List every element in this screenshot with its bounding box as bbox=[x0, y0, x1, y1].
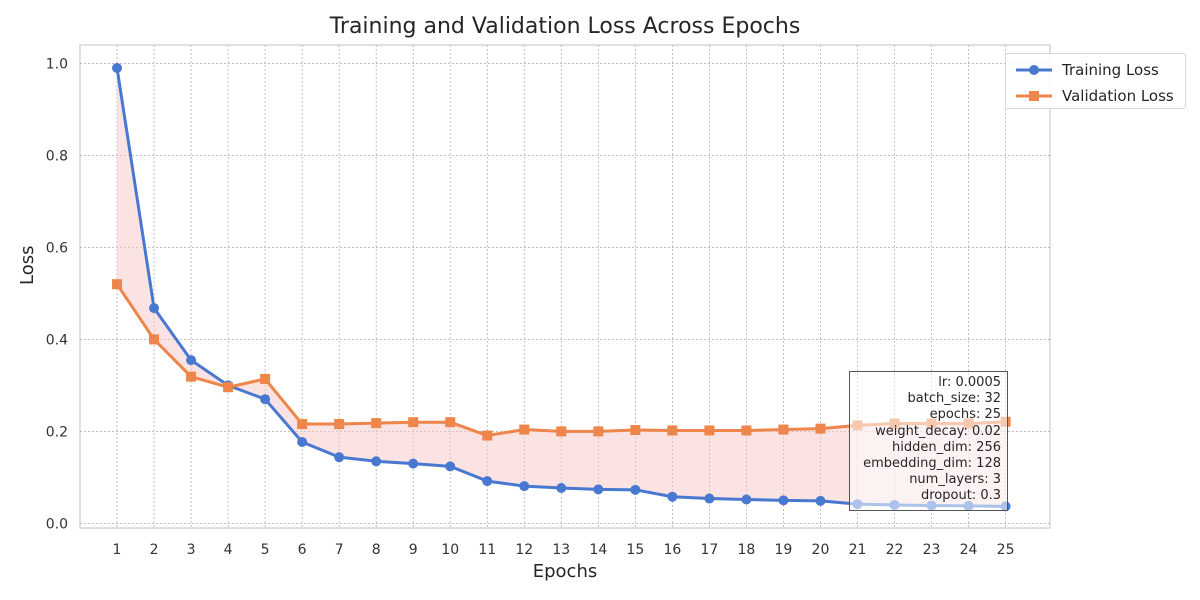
param-line: weight_decay: 0.02 bbox=[875, 423, 1001, 439]
training-point bbox=[445, 461, 456, 472]
y-tick-label: 0.6 bbox=[46, 240, 68, 256]
training-point bbox=[408, 458, 419, 469]
training-point bbox=[519, 481, 530, 492]
validation-point bbox=[297, 419, 308, 430]
x-tick-labels: 1 2 3 4 5 6 7 8 9 10 11 12 13 14 15 16 17 18 19 20 21 22 23 24 2… bbox=[113, 542, 1015, 558]
x-tick-label: 3 bbox=[187, 542, 196, 558]
validation-legend-marker-icon bbox=[1016, 91, 1052, 101]
param-line: epochs: 25 bbox=[929, 407, 1001, 423]
param-line: hidden_dim: 256 bbox=[892, 439, 1001, 455]
x-tick-label: 16 bbox=[663, 542, 681, 558]
y-axis-label: Loss bbox=[17, 245, 38, 285]
x-tick-label: 18 bbox=[737, 542, 755, 558]
training-point bbox=[630, 484, 641, 495]
x-tick-label: 21 bbox=[849, 542, 867, 558]
x-tick-label: 12 bbox=[515, 542, 533, 558]
y-tick-label: 0.4 bbox=[46, 332, 68, 348]
x-tick-label: 25 bbox=[997, 542, 1015, 558]
x-tick-label: 7 bbox=[335, 542, 344, 558]
x-tick-label: 17 bbox=[700, 542, 718, 558]
validation-point bbox=[556, 426, 567, 437]
training-point bbox=[260, 394, 271, 405]
x-tick-label: 11 bbox=[478, 542, 496, 558]
legend-item-validation: Validation Loss bbox=[1014, 85, 1174, 107]
y-tick-label: 0.2 bbox=[46, 424, 68, 440]
x-axis-label: Epochs bbox=[532, 561, 598, 582]
training-legend-marker-icon bbox=[1016, 65, 1052, 75]
x-tick-label: 10 bbox=[441, 542, 459, 558]
x-tick-label: 15 bbox=[626, 542, 644, 558]
validation-point bbox=[334, 419, 345, 430]
x-tick-label: 8 bbox=[372, 542, 381, 558]
validation-point bbox=[149, 334, 160, 345]
x-tick-label: 9 bbox=[409, 542, 418, 558]
training-point bbox=[149, 303, 160, 314]
validation-point bbox=[223, 382, 234, 393]
training-point bbox=[371, 456, 382, 467]
training-point bbox=[297, 436, 308, 447]
x-tick-label: 23 bbox=[923, 542, 941, 558]
validation-point bbox=[704, 425, 715, 436]
x-tick-label: 13 bbox=[552, 542, 570, 558]
x-tick-label: 2 bbox=[150, 542, 159, 558]
legend: Training Loss Validation Loss bbox=[1005, 53, 1186, 109]
validation-point bbox=[741, 425, 752, 436]
x-tick-label: 24 bbox=[960, 542, 978, 558]
training-point bbox=[778, 495, 789, 506]
validation-point bbox=[593, 426, 604, 437]
legend-label-validation: Validation Loss bbox=[1062, 87, 1174, 105]
validation-point bbox=[778, 424, 789, 435]
x-tick-label: 22 bbox=[886, 542, 904, 558]
validation-point bbox=[445, 417, 456, 428]
validation-point bbox=[630, 425, 641, 436]
training-point bbox=[593, 484, 604, 495]
training-point bbox=[704, 493, 715, 504]
x-tick-label: 19 bbox=[775, 542, 793, 558]
param-line: lr: 0.0005 bbox=[938, 375, 1001, 390]
x-tick-label: 6 bbox=[298, 542, 307, 558]
training-point bbox=[815, 495, 826, 506]
training-point bbox=[741, 494, 752, 505]
chart-title: Training and Validation Loss Across Epoc… bbox=[329, 14, 801, 39]
hyperparameter-annotation: lr: 0.0005 batch_size: 32 epochs: 25 wei… bbox=[849, 371, 1008, 511]
param-line: num_layers: 3 bbox=[909, 472, 1001, 488]
training-point bbox=[667, 491, 678, 502]
y-tick-label: 0.0 bbox=[46, 516, 68, 532]
training-point bbox=[482, 476, 493, 487]
legend-item-training: Training Loss bbox=[1014, 59, 1159, 81]
training-point bbox=[556, 482, 567, 493]
validation-point bbox=[371, 418, 382, 429]
validation-point bbox=[482, 430, 493, 441]
y-tick-labels: 0.0 0.2 0.4 0.6 0.8 1.0 bbox=[46, 56, 68, 532]
x-tick-label: 14 bbox=[589, 542, 607, 558]
x-tick-label: 5 bbox=[261, 542, 270, 558]
x-tick-label: 1 bbox=[113, 542, 122, 558]
x-tick-label: 20 bbox=[812, 542, 830, 558]
param-line: embedding_dim: 128 bbox=[863, 456, 1001, 472]
validation-point bbox=[408, 417, 419, 428]
param-line: dropout: 0.3 bbox=[921, 488, 1001, 504]
training-point bbox=[112, 63, 123, 73]
param-line: batch_size: 32 bbox=[907, 391, 1001, 407]
validation-point bbox=[815, 423, 826, 434]
x-tick-label: 4 bbox=[224, 542, 233, 558]
validation-point bbox=[667, 425, 678, 436]
validation-point bbox=[112, 279, 123, 290]
training-point bbox=[334, 452, 345, 463]
validation-point bbox=[519, 424, 530, 435]
training-point bbox=[186, 355, 197, 366]
validation-point bbox=[186, 371, 197, 382]
validation-point bbox=[260, 373, 271, 384]
legend-label-training: Training Loss bbox=[1062, 61, 1159, 79]
y-tick-label: 1.0 bbox=[46, 56, 68, 72]
y-tick-label: 0.8 bbox=[46, 148, 68, 164]
